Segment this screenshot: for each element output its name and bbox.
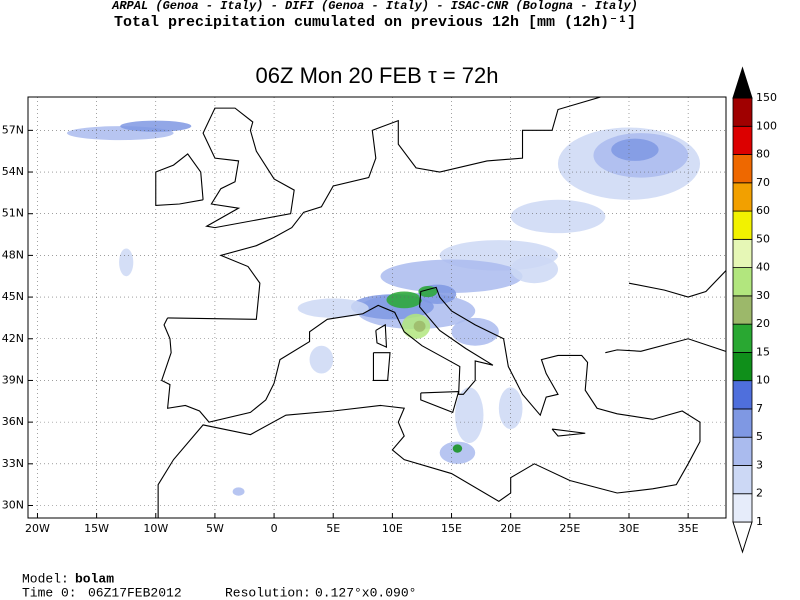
coastline bbox=[155, 153, 204, 206]
x-tick-label: 25E bbox=[559, 522, 580, 535]
precip-area bbox=[611, 138, 659, 161]
colorbar-segment bbox=[732, 465, 753, 495]
colorbar-label: 150 bbox=[756, 91, 777, 104]
colorbar-segment bbox=[732, 408, 753, 438]
colorbar-label: 40 bbox=[756, 261, 770, 274]
y-tick-label: 54N bbox=[2, 165, 24, 178]
precip-area bbox=[297, 298, 369, 318]
colorbar-label: 100 bbox=[756, 119, 777, 132]
coastline bbox=[202, 107, 295, 229]
precip-area bbox=[120, 120, 192, 132]
colorbar-label: 20 bbox=[756, 317, 770, 330]
colorbar-segment bbox=[732, 267, 753, 297]
colorbar-label: 70 bbox=[756, 176, 770, 189]
colorbar-label: 10 bbox=[756, 374, 770, 387]
y-tick-label: 51N bbox=[2, 207, 24, 220]
coastline bbox=[167, 97, 603, 320]
colorbar-segment bbox=[732, 351, 753, 382]
x-tick-label: 0 bbox=[271, 522, 278, 535]
x-tick-label: 10W bbox=[143, 522, 168, 535]
page-title: Total precipitation cumulated on previou… bbox=[114, 14, 636, 31]
x-tick-label: 20W bbox=[25, 522, 50, 535]
colorbar-segment bbox=[732, 182, 753, 212]
coastline bbox=[628, 269, 726, 298]
colorbar-segment bbox=[732, 154, 753, 184]
y-tick-label: 57N bbox=[2, 123, 24, 136]
x-tick-label: 5W bbox=[206, 522, 224, 535]
colorbar-label: 50 bbox=[756, 232, 770, 245]
precip-area bbox=[510, 255, 559, 284]
coastline bbox=[420, 390, 460, 414]
y-tick-label: 30N bbox=[2, 498, 24, 511]
precip-area bbox=[451, 317, 499, 346]
colorbar-label: 30 bbox=[756, 289, 770, 302]
y-tick-label: 48N bbox=[2, 248, 24, 261]
precip-area bbox=[232, 487, 245, 496]
y-tick-label: 45N bbox=[2, 290, 24, 303]
colorbar: 1 2 3 5 7 10 15 20 30 40 50 60 70 80 100 150 bbox=[732, 66, 777, 554]
time: 06Z17FEB2012 bbox=[88, 585, 182, 600]
map-title: 06Z Mon 20 FEB τ = 72h bbox=[256, 63, 499, 88]
y-tick-label: 42N bbox=[2, 332, 24, 345]
colorbar-label: 5 bbox=[756, 430, 763, 443]
coastline bbox=[157, 286, 701, 518]
x-tick-label: 15W bbox=[84, 522, 109, 535]
precip-area bbox=[309, 345, 334, 374]
colorbar-label: 1 bbox=[756, 515, 763, 528]
colorbar-segment bbox=[732, 97, 753, 127]
precip-area bbox=[498, 387, 523, 430]
colorbar-segment bbox=[732, 295, 753, 325]
x-tick-label: 35E bbox=[678, 522, 699, 535]
resolution-label: Resolution: bbox=[225, 585, 311, 600]
colorbar-segment bbox=[732, 210, 753, 240]
y-tick-label: 36N bbox=[2, 415, 24, 428]
x-tick-label: 15E bbox=[441, 522, 462, 535]
precip-area bbox=[119, 248, 134, 277]
colorbar-segment bbox=[732, 493, 753, 523]
coastline bbox=[605, 338, 726, 354]
colorbar-arrow bbox=[732, 66, 753, 99]
x-tick-label: 10E bbox=[382, 522, 403, 535]
coastline bbox=[372, 352, 391, 381]
model-label: Model: bbox=[22, 571, 69, 586]
precip-area bbox=[386, 291, 422, 309]
colorbar-segment bbox=[732, 125, 753, 155]
x-tick-label: 5E bbox=[326, 522, 340, 535]
resolution: 0.127°x0.090° bbox=[315, 585, 416, 600]
colorbar-arrow bbox=[732, 521, 753, 554]
colorbar-label: 7 bbox=[756, 402, 763, 415]
coastline bbox=[551, 428, 586, 437]
x-tick-label: 20E bbox=[500, 522, 521, 535]
x-tick-label: 30E bbox=[619, 522, 640, 535]
colorbar-segment bbox=[732, 238, 753, 268]
precip-area bbox=[380, 259, 523, 293]
model: bolam bbox=[75, 571, 114, 586]
colorbar-label: 60 bbox=[756, 204, 770, 217]
colorbar-label: 15 bbox=[756, 345, 770, 358]
colorbar-segment bbox=[732, 380, 753, 410]
colorbar-segment bbox=[732, 436, 753, 466]
credits: ARPAL (Genoa - Italy) - DIFI (Genoa - It… bbox=[111, 0, 638, 13]
colorbar-label: 80 bbox=[756, 148, 770, 161]
precip-area bbox=[413, 320, 426, 332]
y-tick-label: 39N bbox=[2, 373, 24, 386]
precip-area bbox=[452, 444, 463, 453]
colorbar-label: 3 bbox=[756, 458, 763, 471]
y-tick-label: 33N bbox=[2, 457, 24, 470]
colorbar-segment bbox=[732, 323, 753, 353]
coastline bbox=[375, 323, 388, 348]
precip-area bbox=[510, 199, 606, 234]
time-label: Time 0: bbox=[22, 585, 77, 600]
map-frame bbox=[27, 96, 727, 519]
precip-area bbox=[455, 387, 484, 443]
map bbox=[28, 97, 726, 518]
colorbar-label: 2 bbox=[756, 487, 763, 500]
